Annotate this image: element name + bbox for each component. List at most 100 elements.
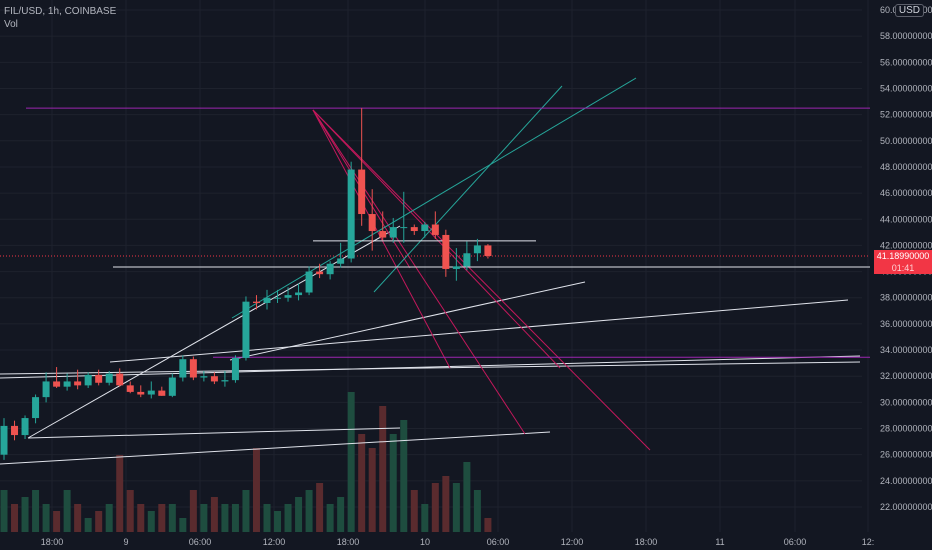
candle-body[interactable] [21,418,29,436]
candle-body[interactable] [32,397,40,419]
currency-badge[interactable]: USD [894,4,924,17]
volume-bar [32,490,40,532]
volume-bar [95,511,103,532]
candle-body[interactable] [252,301,260,303]
y-axis-tick-label: 42.00000000 [880,240,932,250]
trend-line[interactable] [27,427,401,439]
candle-body[interactable] [42,381,50,398]
volume-bar [421,504,429,532]
volume-bar [463,462,471,532]
candle-body[interactable] [347,169,355,259]
candle-body[interactable] [263,297,271,303]
candle-body[interactable] [158,390,166,396]
candle-body[interactable] [168,377,176,396]
trend-line[interactable] [312,109,651,451]
candle-body[interactable] [137,391,145,395]
candle-body[interactable] [421,224,429,232]
trend-line[interactable] [312,109,561,369]
candle-body[interactable] [452,266,460,269]
y-axis-tick-label: 22.00000000 [880,502,932,512]
symbol-title[interactable]: FIL/USD, 1h, COINBASE [4,6,117,17]
x-axis-tick-label: 18:00 [41,537,64,547]
candle-body[interactable] [326,263,334,275]
candle-body[interactable] [337,258,345,264]
candle-body[interactable] [379,231,387,238]
x-axis-tick-label: 18:00 [337,537,360,547]
candle-body[interactable] [179,359,187,378]
trend-line[interactable] [312,109,451,369]
candle-body[interactable] [200,376,208,378]
candle-body[interactable] [400,227,408,229]
volume-bar [210,497,218,532]
volume-bar [137,504,145,532]
y-axis-tick-label: 32.00000000 [880,371,932,381]
candle-body[interactable] [74,381,82,386]
candle-body[interactable] [210,376,218,382]
trend-line[interactable] [0,361,861,375]
volume-bar [452,483,460,532]
trend-line[interactable] [109,299,849,363]
candle-body[interactable] [295,292,303,296]
candle-body[interactable] [484,245,492,257]
candle-body[interactable] [463,253,471,267]
volume-bar [221,504,229,532]
y-axis-tick-label: 54.00000000 [880,83,932,93]
volume-bar [263,504,271,532]
candle-body[interactable] [473,245,481,254]
candle-body[interactable] [242,301,250,358]
volume-bar [189,490,197,532]
volume-bar [242,490,250,532]
candle-body[interactable] [63,381,71,387]
candle-body[interactable] [231,357,239,381]
volume-bar [147,511,155,532]
trend-line[interactable] [27,225,401,439]
y-axis-tick-label: 52.00000000 [880,110,932,120]
candle-body[interactable] [358,169,366,215]
candle-body[interactable] [410,227,418,232]
candle-body[interactable] [105,373,113,383]
y-axis-tick-label: 58.00000000 [880,31,932,41]
trend-line[interactable] [229,281,586,361]
candle-body[interactable] [284,295,292,298]
candle-body[interactable] [389,227,397,238]
candle-body[interactable] [84,374,92,386]
volume-bar [158,504,166,532]
volume-bar [105,504,113,532]
volume-bar [473,490,481,532]
y-axis-tick-label: 28.00000000 [880,424,932,434]
trend-line[interactable] [231,77,637,319]
volume-bar [42,504,50,532]
trend-line[interactable] [0,431,551,465]
candle-body[interactable] [368,214,376,232]
y-axis-tick-label: 24.00000000 [880,476,932,486]
candle-body[interactable] [274,297,282,299]
candle-body[interactable] [442,234,450,269]
candle-body[interactable] [147,390,155,395]
x-axis-tick-label: 06:00 [487,537,510,547]
candle-body[interactable] [189,359,197,378]
trend-line[interactable] [0,355,861,379]
trend-line[interactable] [312,109,526,435]
candle-body[interactable] [95,374,103,383]
candle-body[interactable] [305,271,313,293]
candle-body[interactable] [431,224,439,235]
volume-bar [126,490,134,532]
volume-bar [200,504,208,532]
volume-indicator-label[interactable]: Vol [4,19,18,30]
volume-bar [484,518,492,532]
candle-body[interactable] [116,373,124,386]
volume-bar [410,490,418,532]
volume-bar [63,490,71,532]
candle-body[interactable] [126,385,134,392]
candle-body[interactable] [0,425,8,455]
trend-line[interactable] [373,85,563,293]
volume-bar [305,490,313,532]
candle-body[interactable] [221,380,229,382]
y-axis-tick-label: 30.00000000 [880,397,932,407]
volume-bar [179,518,187,532]
candle-body[interactable] [53,381,61,387]
candle-body[interactable] [316,271,324,275]
candle-body[interactable] [11,425,19,436]
volume-bar [442,476,450,532]
